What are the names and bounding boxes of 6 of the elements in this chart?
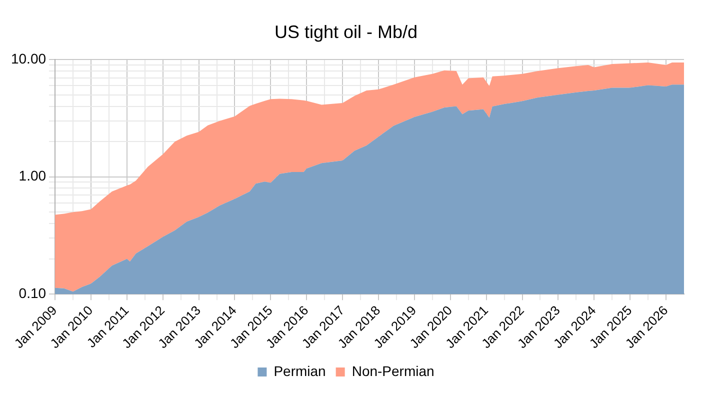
chart-title: US tight oil - Mb/d (274, 22, 418, 42)
y-tick-label: 0.10 (18, 285, 46, 302)
y-tick-label: 10.00 (10, 50, 46, 66)
y-tick-label: 1.00 (18, 168, 46, 184)
legend-label: Non-Permian (352, 362, 434, 379)
legend-label: Permian (274, 362, 326, 379)
